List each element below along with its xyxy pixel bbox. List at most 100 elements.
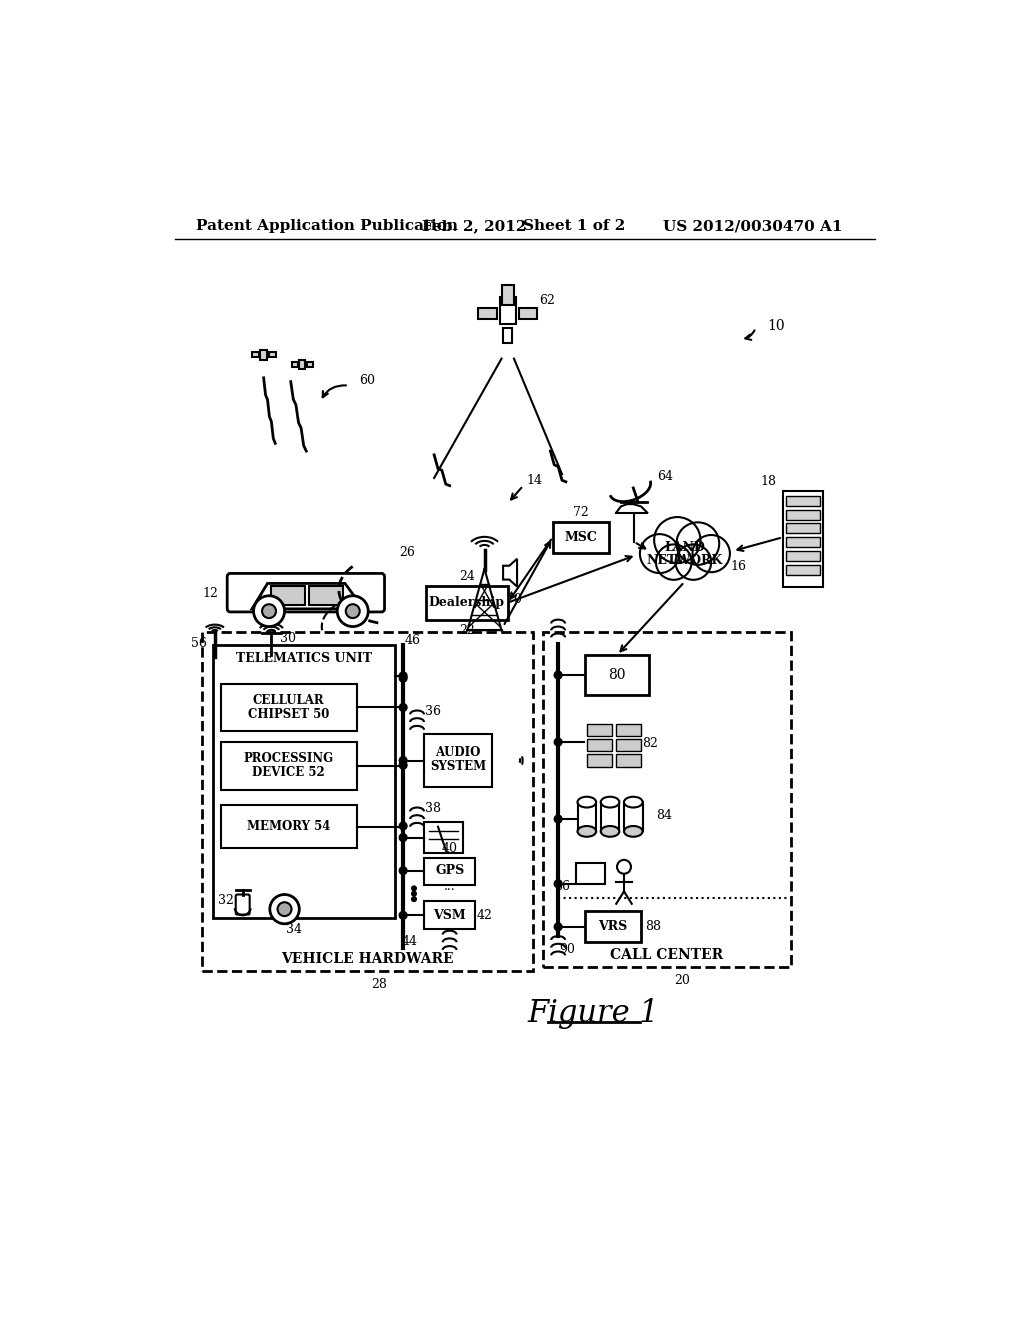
Circle shape <box>254 595 285 627</box>
Text: MSC: MSC <box>564 531 597 544</box>
Circle shape <box>656 544 691 579</box>
Text: 22: 22 <box>459 624 474 638</box>
Text: LAND: LAND <box>665 541 705 554</box>
Ellipse shape <box>624 826 643 837</box>
Text: CELLULAR: CELLULAR <box>253 694 325 708</box>
Circle shape <box>554 880 562 887</box>
Circle shape <box>337 595 369 627</box>
Circle shape <box>399 911 407 919</box>
Circle shape <box>399 704 407 711</box>
Circle shape <box>677 523 719 565</box>
Text: AUDIO: AUDIO <box>435 746 481 759</box>
Bar <box>786 510 820 520</box>
Text: TELEMATICS UNIT: TELEMATICS UNIT <box>236 652 372 665</box>
Circle shape <box>554 671 562 678</box>
Text: 42: 42 <box>476 908 493 921</box>
Text: 82: 82 <box>642 737 657 750</box>
Text: GPS: GPS <box>435 865 464 878</box>
Bar <box>502 285 514 305</box>
Bar <box>424 858 475 884</box>
Text: VSM: VSM <box>433 908 466 921</box>
Bar <box>424 734 493 787</box>
Text: 56: 56 <box>191 638 207 649</box>
Bar <box>252 352 258 358</box>
Bar <box>616 755 641 767</box>
Bar <box>221 805 356 849</box>
Circle shape <box>399 867 407 875</box>
Bar <box>553 521 608 553</box>
Circle shape <box>640 535 679 573</box>
Bar <box>786 565 820 576</box>
Text: SYSTEM: SYSTEM <box>430 760 486 774</box>
Bar <box>500 297 515 323</box>
Text: 90: 90 <box>559 944 575 957</box>
Bar <box>587 755 611 767</box>
Text: Feb. 2, 2012: Feb. 2, 2012 <box>423 219 527 234</box>
FancyBboxPatch shape <box>227 573 385 612</box>
Text: 70: 70 <box>506 593 522 606</box>
Text: 86: 86 <box>554 879 570 892</box>
Bar <box>213 645 395 919</box>
Bar <box>575 863 605 884</box>
Circle shape <box>676 544 712 579</box>
Text: 88: 88 <box>645 920 662 933</box>
Text: CALL CENTER: CALL CENTER <box>610 948 723 962</box>
Bar <box>426 586 508 620</box>
Text: 10: 10 <box>767 319 785 333</box>
Circle shape <box>399 834 407 841</box>
Bar <box>478 308 497 318</box>
Bar <box>543 632 791 966</box>
Text: 26: 26 <box>399 546 415 560</box>
Circle shape <box>399 672 407 680</box>
Text: VEHICLE HARDWARE: VEHICLE HARDWARE <box>282 952 454 966</box>
Circle shape <box>554 923 562 931</box>
Bar <box>587 723 611 737</box>
Bar <box>518 308 538 318</box>
Circle shape <box>399 756 407 764</box>
Text: 20: 20 <box>674 974 690 987</box>
Text: 84: 84 <box>656 809 673 822</box>
Bar <box>616 723 641 737</box>
Bar <box>786 496 820 506</box>
Bar <box>587 739 611 751</box>
Circle shape <box>399 822 407 830</box>
Circle shape <box>412 891 417 896</box>
Text: 28: 28 <box>371 978 387 991</box>
Circle shape <box>554 816 562 822</box>
FancyBboxPatch shape <box>236 895 250 915</box>
Text: 30: 30 <box>281 631 296 644</box>
Bar <box>601 803 620 832</box>
Text: DEVICE 52: DEVICE 52 <box>252 767 325 779</box>
Circle shape <box>346 605 359 618</box>
Text: 38: 38 <box>425 801 440 814</box>
Text: MEMORY 54: MEMORY 54 <box>247 820 330 833</box>
Ellipse shape <box>624 797 643 808</box>
Bar <box>221 684 356 731</box>
Text: 32: 32 <box>218 894 233 907</box>
Text: 36: 36 <box>425 705 440 718</box>
Ellipse shape <box>601 797 620 808</box>
Text: Dealership: Dealership <box>429 597 505 610</box>
Text: ...: ... <box>443 880 456 894</box>
Circle shape <box>692 535 730 572</box>
Bar <box>307 363 313 367</box>
Circle shape <box>399 762 407 770</box>
Bar <box>292 363 298 367</box>
Text: Sheet 1 of 2: Sheet 1 of 2 <box>523 219 626 234</box>
Bar <box>616 739 641 751</box>
Text: Patent Application Publication: Patent Application Publication <box>197 219 458 234</box>
Text: 16: 16 <box>731 560 746 573</box>
Circle shape <box>412 886 417 891</box>
Text: US 2012/0030470 A1: US 2012/0030470 A1 <box>663 219 843 234</box>
Text: VRS: VRS <box>598 920 628 933</box>
Text: 62: 62 <box>539 294 555 308</box>
Circle shape <box>617 859 631 874</box>
Ellipse shape <box>601 826 620 837</box>
Text: 14: 14 <box>526 474 543 487</box>
Bar <box>221 742 356 789</box>
Circle shape <box>554 738 562 746</box>
Text: 64: 64 <box>657 470 674 483</box>
Text: 44: 44 <box>402 935 418 948</box>
Bar <box>260 350 267 360</box>
Text: PROCESSING: PROCESSING <box>244 752 334 766</box>
